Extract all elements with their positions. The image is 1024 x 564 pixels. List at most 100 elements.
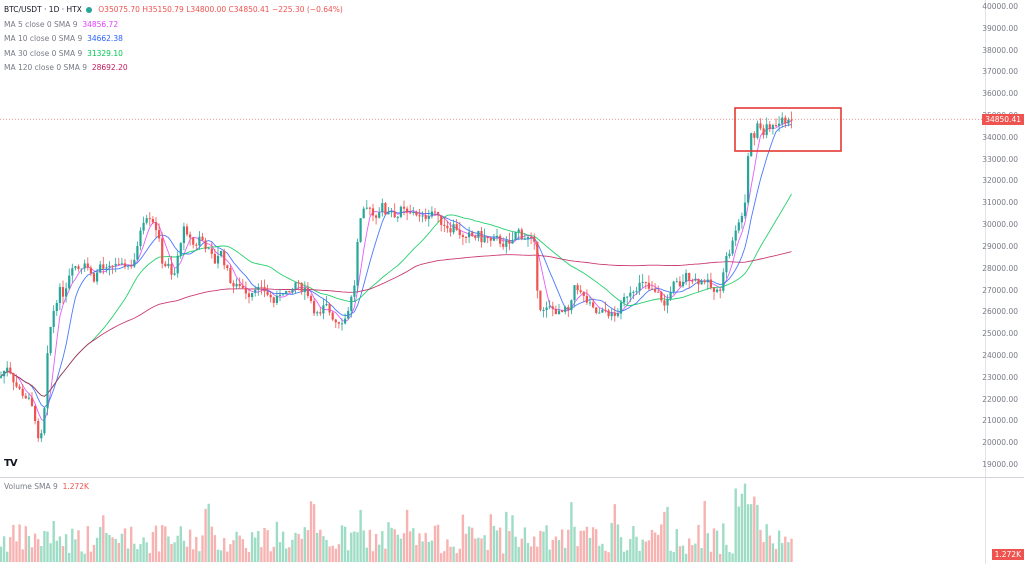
y-tick-label: 31000.00	[982, 198, 1018, 208]
ohlc-change: −225.30 (−0.64%)	[271, 5, 343, 14]
indicator-ma120[interactable]: MA 120 close 0 SMA 9 28692.20	[4, 61, 343, 76]
volume-bar	[681, 545, 685, 562]
volume-bar	[647, 540, 651, 562]
candle-body	[784, 117, 787, 124]
volume-bar	[275, 521, 279, 562]
volume-bar	[523, 527, 527, 562]
volume-bar	[632, 526, 635, 562]
volume-bar	[446, 539, 449, 562]
y-tick-label: 32000.00	[982, 176, 1018, 186]
volume-bar	[133, 543, 136, 562]
volume-bar	[678, 546, 682, 562]
candle-body	[567, 306, 570, 311]
volume-bar	[207, 503, 210, 562]
indicator-ma10[interactable]: MA 10 close 0 SMA 9 34662.38	[4, 32, 343, 47]
symbol-row[interactable]: BTC/USDT · 1D · HTX O35075.70 H35150.79 …	[4, 3, 343, 18]
candle-body	[114, 263, 117, 266]
volume-bar	[322, 536, 325, 562]
candle-body	[12, 373, 15, 383]
indicator-ma30[interactable]: MA 30 close 0 SMA 9 31329.10	[4, 47, 343, 62]
volume-bar	[638, 550, 641, 562]
candle-body	[551, 306, 554, 309]
volume-bar	[12, 524, 15, 562]
candle-body	[368, 207, 371, 209]
volume-bar	[644, 541, 647, 562]
candle-body	[613, 312, 616, 316]
candle-body	[313, 300, 316, 314]
volume-bar	[105, 532, 108, 562]
volume-bar	[489, 514, 492, 562]
volume-bar	[157, 551, 161, 562]
candle-body	[430, 211, 433, 217]
tradingview-logo-icon[interactable]: TV	[4, 458, 18, 469]
candle-body	[238, 283, 241, 287]
indicator-label: MA 5 close 0 SMA 9	[4, 19, 78, 29]
volume-bar	[629, 539, 632, 562]
ohlc-close: C34850.41	[228, 5, 270, 14]
volume-bar	[443, 551, 446, 562]
volume-bar	[37, 539, 40, 562]
volume-bar	[409, 531, 412, 562]
volume-bar	[719, 553, 722, 562]
symbol-title[interactable]: BTC/USDT · 1D · HTX	[4, 5, 82, 14]
volume-bar	[722, 523, 725, 562]
volume-bar	[89, 551, 93, 562]
candle-body	[424, 215, 427, 219]
volume-bar	[365, 547, 368, 562]
volume-bar	[198, 551, 201, 562]
candle-body	[545, 307, 548, 311]
candle-body	[647, 282, 650, 289]
volume-bar	[666, 506, 669, 562]
volume-bar	[254, 537, 257, 562]
chart-legend: BTC/USDT · 1D · HTX O35075.70 H35150.79 …	[4, 3, 343, 76]
volume-bar	[607, 552, 610, 562]
volume-bar	[216, 549, 220, 562]
candle-body	[319, 312, 322, 314]
candle-body	[272, 297, 275, 303]
candle-body	[691, 280, 694, 282]
candle-body	[133, 259, 136, 267]
candle-body	[666, 298, 669, 306]
volume-bar	[706, 533, 709, 562]
candle-body	[15, 382, 18, 387]
candle-body	[167, 263, 170, 267]
candle-body	[557, 310, 561, 315]
volume-bar	[585, 526, 589, 562]
y-tick-label: 21000.00	[982, 416, 1018, 426]
candle-body	[561, 310, 564, 312]
volume-bar	[328, 546, 331, 562]
candle-body	[712, 287, 716, 292]
candle-body	[703, 280, 706, 283]
volume-bar	[334, 548, 337, 562]
y-tick-label: 30000.00	[982, 220, 1018, 230]
volume-bar	[700, 547, 703, 562]
candle-body	[18, 386, 21, 389]
volume-bar	[278, 542, 282, 562]
volume-bar	[204, 508, 207, 562]
volume-bar	[396, 534, 399, 562]
volume-legend[interactable]: Volume SMA 9 1.272K	[4, 482, 89, 491]
candle-body	[505, 240, 508, 247]
volume-bar	[9, 537, 12, 562]
candle-body	[359, 218, 362, 242]
volume-bar	[213, 535, 217, 562]
volume-bar	[64, 534, 68, 562]
indicator-label: MA 30 close 0 SMA 9	[4, 48, 83, 58]
volume-bar	[551, 540, 554, 562]
indicator-ma5[interactable]: MA 5 close 0 SMA 9 34856.72	[4, 18, 343, 33]
volume-bar	[591, 527, 595, 562]
candle-body	[353, 285, 356, 297]
candle-body	[241, 286, 244, 288]
candle-body	[176, 255, 179, 274]
volume-bar	[126, 548, 130, 562]
candle-body	[350, 296, 353, 312]
volume-bar	[40, 546, 43, 562]
candle-body	[74, 266, 77, 269]
y-tick-label: 37000.00	[982, 67, 1018, 77]
candle-body	[303, 287, 306, 293]
volume-bar	[653, 532, 657, 562]
volume-bar	[33, 533, 37, 562]
volume-bar	[564, 547, 567, 562]
volume-bar	[331, 545, 334, 562]
